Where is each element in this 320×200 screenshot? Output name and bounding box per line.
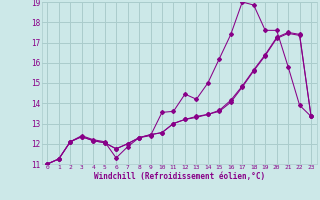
X-axis label: Windchill (Refroidissement éolien,°C): Windchill (Refroidissement éolien,°C) <box>94 172 265 181</box>
